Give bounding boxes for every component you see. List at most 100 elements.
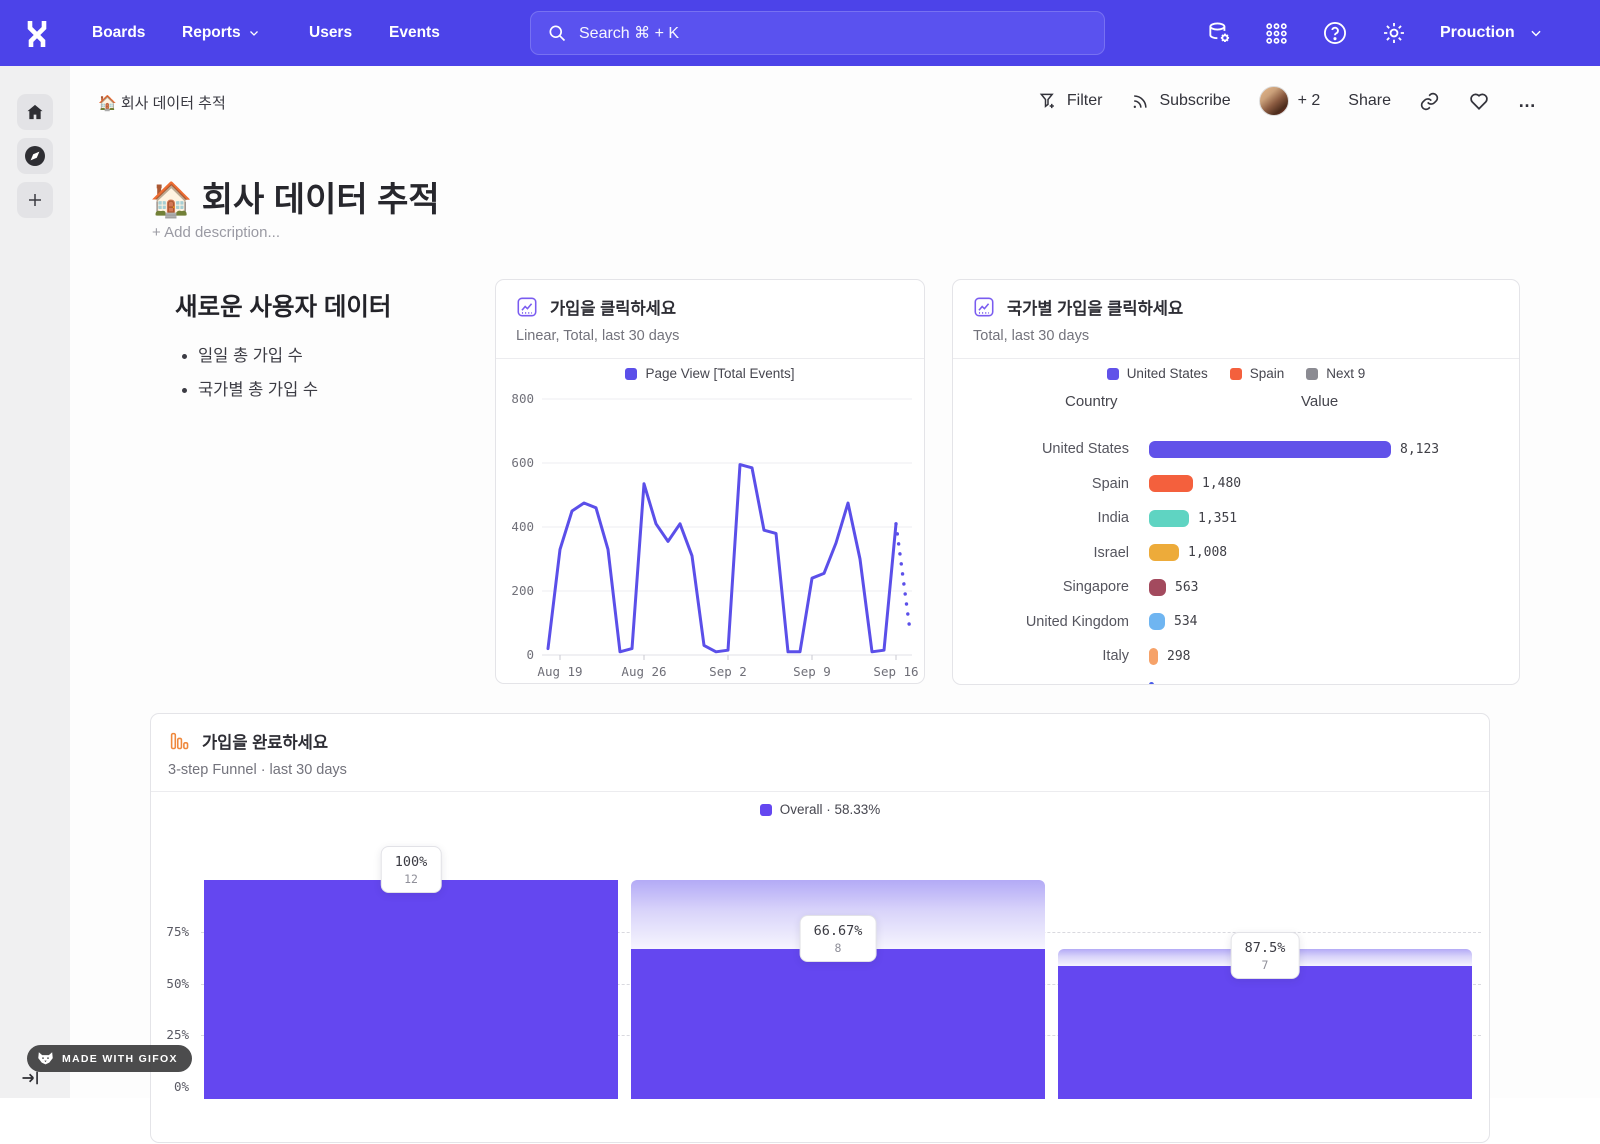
rss-icon [1134,95,1148,108]
country-label: United States [1041,441,1129,458]
collaborators[interactable]: + 2 [1258,86,1320,116]
funnel-card: 가입을 완료하세요 3-step Funnel · last 30 days O… [150,713,1490,1143]
legend-swatch [1229,367,1242,380]
line-chart-icon [517,297,537,317]
table-row[interactable]: Singapore 563 [953,570,1519,605]
nav-link-events[interactable]: Events [389,0,440,66]
funnel-step-tooltip: 100% 12 [380,846,442,893]
heart-icon [1470,93,1488,111]
funnel-bar[interactable] [1058,966,1472,1099]
subscribe-label: Subscribe [1159,92,1231,109]
breadcrumb[interactable]: 🏠 회사 데이터 추적 [98,92,226,113]
country-bar-rows: United States 8,123 Spain 1,480 India 1,351 Is… [953,432,1519,684]
filter-icon [1039,93,1054,109]
copy-link-button[interactable] [1419,91,1440,112]
legend-swatch [625,367,638,380]
nav-link-reports[interactable]: Reports [182,0,260,66]
mixpanel-logo[interactable] [20,16,54,50]
table-row[interactable]: India 1,351 [953,501,1519,536]
funnel-step-tooltip: 87.5% 7 [1230,932,1300,980]
country-label: Singapore [1062,579,1129,596]
divider [496,358,924,359]
country-bar-card: 국가별 가입을 클릭하세요 Total, last 30 days United… [952,279,1520,685]
table-row[interactable]: United States 8,123 [953,432,1519,467]
country-legend-item[interactable]: Spain [1229,366,1284,381]
funnel-step-percent: 100% [394,854,428,870]
country-chart-title[interactable]: 국가별 가입을 클릭하세요 [1007,300,1184,318]
country-bar [1149,647,1158,665]
data-management-icon[interactable] [1205,19,1233,47]
line-legend-item[interactable]: Page View [Total Events] [625,366,795,381]
home-button[interactable] [17,94,53,130]
x-tick-label: Aug 19 [537,664,582,679]
funnel-chart-title[interactable]: 가입을 완료하세요 [202,734,329,752]
fox-icon [38,1052,53,1065]
search-input[interactable]: Search ⌘ + K [530,11,1105,55]
text-card-bullet: 국가별 총 가입 수 [198,376,318,400]
more-menu-button[interactable]: … [1518,91,1536,112]
favorite-button[interactable] [1468,90,1490,112]
line-chart-plot[interactable]: 0 200 400 600 800 Aug 19 Aug 26 Sep 2 Sep 9 Sep 1… [496,378,926,684]
top-navbar: Boards Reports Users Events Search ⌘ + K [0,0,1600,66]
nav-link-label: Events [389,24,440,41]
discover-button[interactable] [17,138,53,174]
funnel-bar[interactable] [204,880,618,1099]
nav-link-users[interactable]: Users [309,0,352,66]
legend-label: Next 9 [1326,366,1366,381]
avatar [1258,86,1289,116]
y-tick-label: 200 [511,583,534,598]
funnel-chart-subtitle: 3-step Funnel · last 30 days [168,762,347,778]
funnel-legend-item[interactable]: Overall · 58.33% [759,802,881,817]
table-row[interactable]: Israel 1,008 [953,536,1519,571]
line-chart-svg: 0 200 400 600 800 Aug 19 Aug 26 Sep 2 Sep 9 Sep 1… [511,391,918,679]
left-rail [0,66,70,1098]
nav-link-boards[interactable]: Boards [92,0,145,66]
funnel-step-percent: 87.5% [1244,940,1286,957]
share-label: Share [1348,92,1391,109]
board-actions: Filter Subscribe + 2 Share … [1038,86,1536,116]
gifox-label: MADE WITH GIFOX [62,1052,178,1065]
country-bar [1149,613,1165,631]
line-chart-title[interactable]: 가입을 클릭하세요 [550,300,677,318]
country-legend-item[interactable]: United States [1106,366,1208,381]
funnel-y-tick-label: 0% [173,1079,189,1094]
funnel-bar[interactable] [631,948,1045,1099]
share-button[interactable]: Share [1348,92,1391,110]
x-tick-label: Aug 26 [621,664,666,679]
gifox-badge[interactable]: MADE WITH GIFOX [27,1045,192,1072]
page-title[interactable]: 🏠 회사 데이터 추적 [150,181,440,219]
funnel-step-count: 7 [1261,958,1269,973]
nav-link-label: Users [309,24,353,41]
legend-swatch [1306,367,1319,380]
table-row[interactable]: Italy 298 [953,639,1519,674]
funnel-y-tick-label: 25% [166,1027,189,1043]
y-tick-label: 0 [526,647,534,662]
apps-grid-icon[interactable] [1262,19,1290,47]
x-tick-label: Sep 16 [873,664,918,679]
country-value: 1,480 [1202,476,1242,492]
country-legend-item[interactable]: Next 9 [1306,366,1365,381]
add-button[interactable] [17,182,53,218]
country-bar [1149,440,1391,458]
add-description[interactable]: + Add description... [152,224,280,241]
chevron-down-icon [1531,30,1541,37]
table-row[interactable]: Spain 1,480 [953,467,1519,502]
home-icon [27,104,43,120]
chevron-down-icon [249,31,258,36]
table-row[interactable]: United Kingdom 534 [953,605,1519,640]
subscribe-button[interactable]: Subscribe [1130,91,1231,111]
tab-arrow-icon[interactable] [20,1068,40,1088]
country-label: Israel [1093,544,1129,561]
table-row[interactable] [953,674,1519,684]
country-label: United Kingdom [1025,613,1129,630]
filter-label: Filter [1066,92,1103,109]
text-card-bullets: 일일 총 가입 수국가별 총 가입 수 [198,342,318,410]
country-chart-legend: United States Spain Next 9 [953,366,1519,381]
settings-gear-icon[interactable] [1380,19,1408,47]
filter-button[interactable]: Filter [1038,91,1103,111]
legend-swatch [1106,367,1119,380]
country-label: Italy [1102,648,1129,665]
help-icon[interactable] [1321,19,1349,47]
project-selector[interactable]: Prouction [1440,0,1543,66]
legend-label: Overall · 58.33% [779,802,881,817]
